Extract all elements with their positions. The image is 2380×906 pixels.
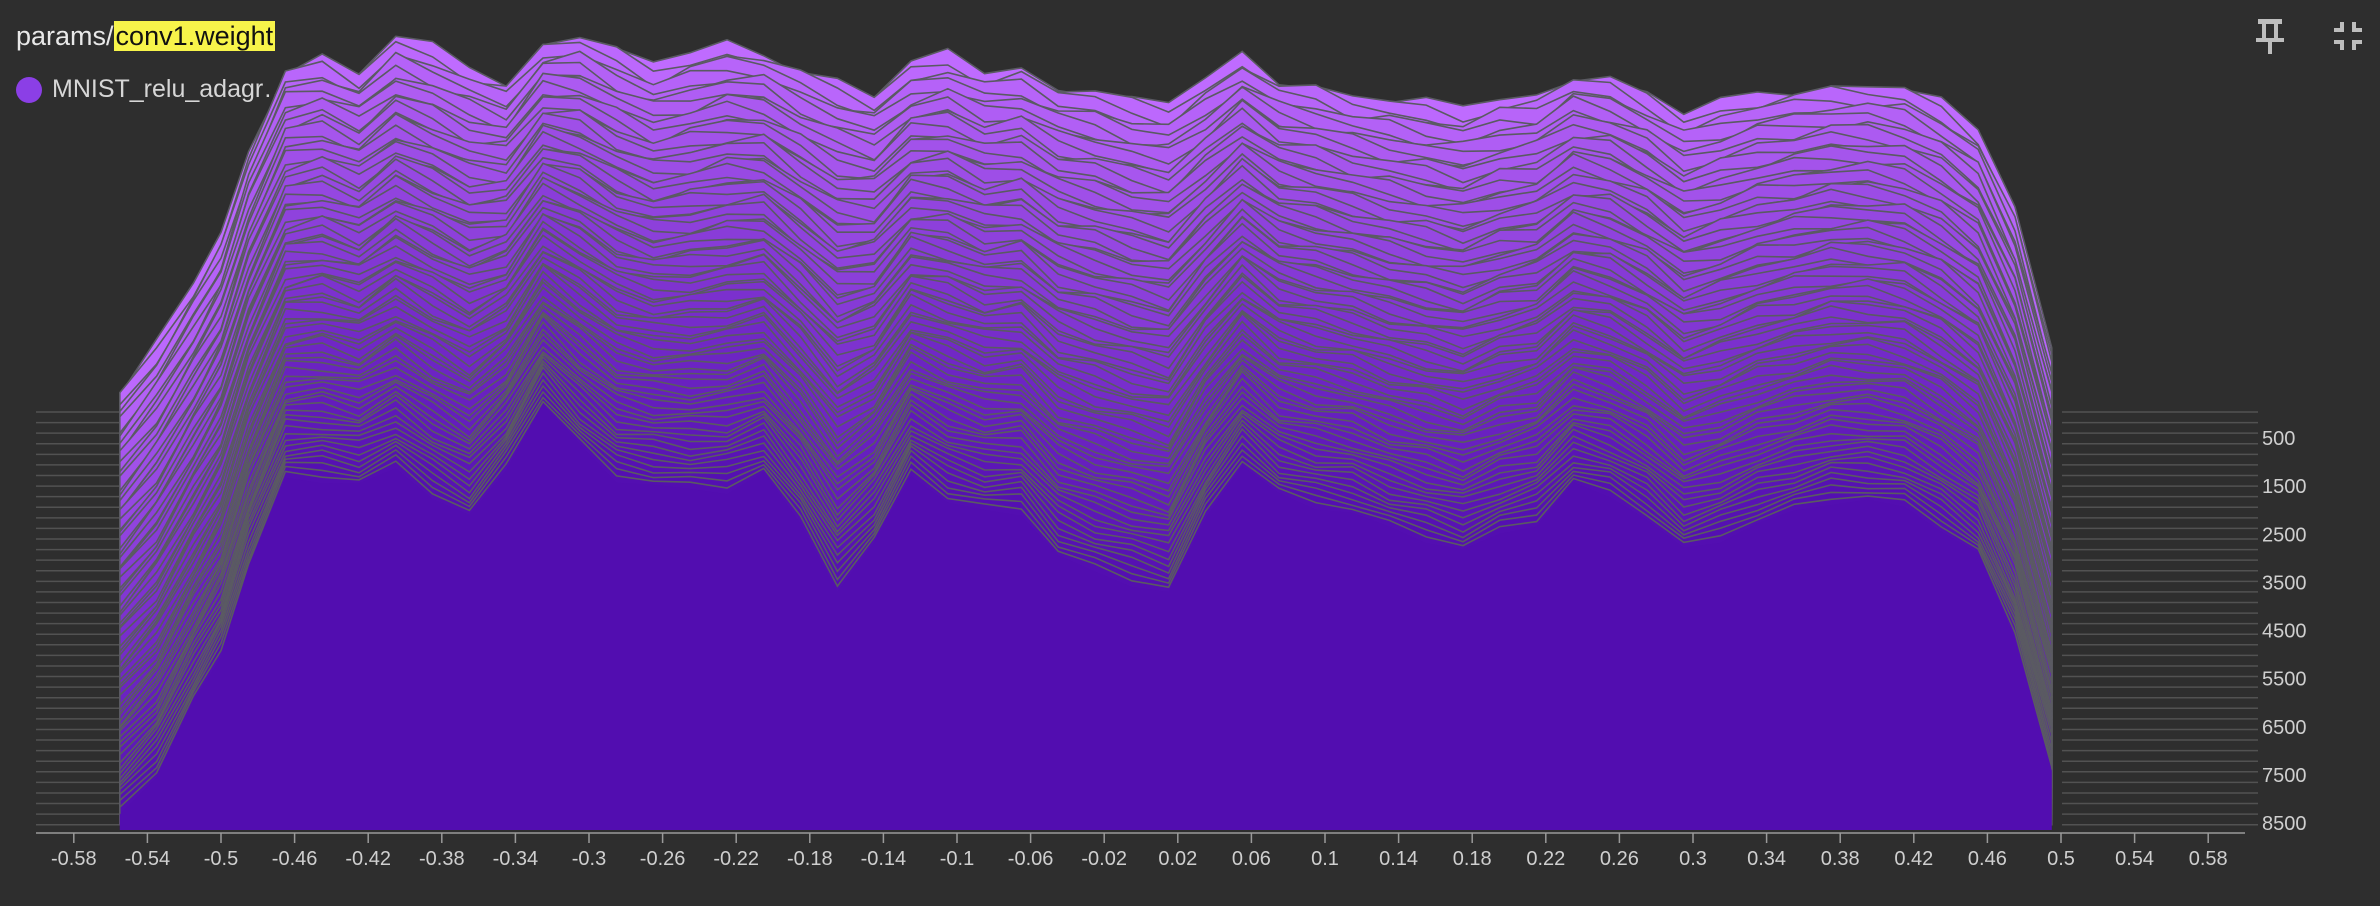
card-title: params/conv1.weight: [16, 18, 276, 54]
histogram-areas: [119, 35, 2053, 830]
x-tick-label: 0.18: [1453, 848, 1492, 870]
x-tick-label: 0.22: [1526, 848, 1565, 870]
y-tick-label: 5500: [2262, 669, 2307, 691]
y-tick-label: 8500: [2262, 813, 2307, 835]
x-tick-label: 0.58: [2189, 848, 2228, 870]
title-prefix: params/: [16, 21, 114, 51]
legend-swatch: [16, 76, 42, 103]
legend: MNIST_relu_adagr…: [16, 75, 288, 104]
x-tick-label: -0.26: [640, 848, 686, 870]
collapse-icon: [2334, 22, 2362, 50]
x-axis: -0.58 -0.54 -0.5 -0.46 -0.42 -0.38 -0.34 -0.3 -0…: [36, 832, 2245, 870]
x-tick-label: 0.26: [1600, 848, 1639, 870]
pin-icon: [2256, 19, 2284, 54]
x-tick-label: 0.02: [1158, 848, 1197, 870]
y-tick-label: 500: [2262, 428, 2295, 450]
x-tick-label: -0.22: [713, 848, 759, 870]
x-tick-label: -0.1: [940, 848, 974, 870]
x-tick-label: -0.34: [493, 848, 539, 870]
step-gridlines: [36, 411, 2258, 826]
pin-button[interactable]: [2248, 14, 2292, 58]
y-tick-label: 1500: [2262, 476, 2307, 498]
x-tick-label: -0.42: [345, 848, 391, 870]
y-tick-label: 2500: [2262, 524, 2307, 546]
x-tick-label: -0.54: [125, 848, 171, 870]
x-tick-label: 0.46: [1968, 848, 2007, 870]
x-tick-label: -0.02: [1081, 848, 1127, 870]
x-tick-label: -0.14: [861, 848, 907, 870]
x-tick-label: 0.38: [1821, 848, 1860, 870]
x-tick-label: -0.38: [419, 848, 465, 870]
x-tick-label: 0.06: [1232, 848, 1271, 870]
x-tick-label: 0.54: [2115, 848, 2154, 870]
x-tick-label: 0.42: [1894, 848, 1933, 870]
y-tick-label: 6500: [2262, 717, 2307, 739]
x-tick-label: 0.34: [1747, 848, 1786, 870]
histogram-step-area: [119, 404, 2052, 830]
x-tick-label: 0.1: [1311, 848, 1339, 870]
y-tick-label: 4500: [2262, 621, 2307, 643]
y-tick-label: 3500: [2262, 572, 2307, 594]
x-tick-label: -0.3: [572, 848, 606, 870]
legend-label: MNIST_relu_adagr…: [52, 75, 289, 103]
title-highlight: conv1.weight: [113, 21, 276, 51]
x-tick-label: 0.5: [2047, 848, 2075, 870]
y-tick-label: 7500: [2262, 765, 2307, 787]
x-tick-label: -0.18: [787, 848, 833, 870]
y-axis: 500 1500 2500 3500 4500 5500 6500 7500 8500: [2262, 428, 2307, 835]
x-tick-label: -0.58: [51, 848, 97, 870]
x-tick-label: 0.3: [1679, 848, 1707, 870]
x-tick-label: -0.46: [272, 848, 318, 870]
x-tick-label: -0.06: [1008, 848, 1054, 870]
collapse-button[interactable]: [2326, 14, 2370, 58]
x-tick-label: -0.5: [204, 848, 238, 870]
x-tick-label: 0.14: [1379, 848, 1418, 870]
